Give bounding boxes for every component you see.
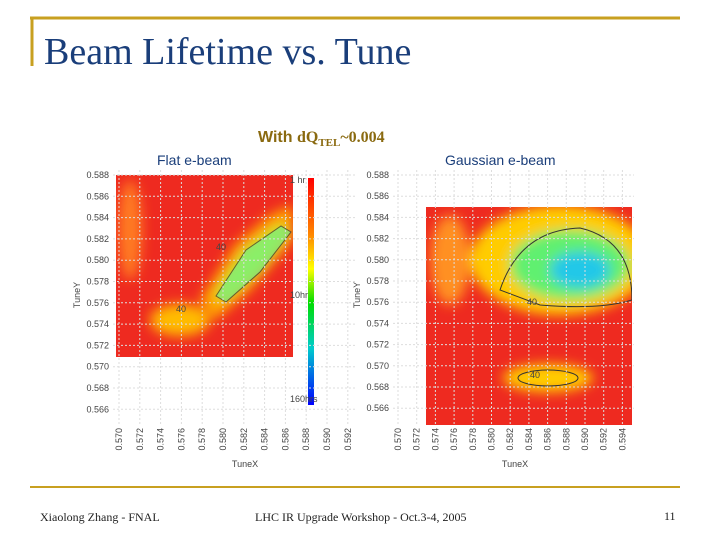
x-tick-label: 0.590 bbox=[580, 428, 590, 451]
y-tick-label: 0.568 bbox=[86, 383, 109, 393]
x-tick-label: 0.590 bbox=[322, 428, 332, 451]
y-tick-label: 0.586 bbox=[86, 191, 109, 201]
x-tick-label: 0.576 bbox=[449, 428, 459, 451]
y-tick-label: 0.588 bbox=[86, 170, 109, 180]
y-tick-label: 0.582 bbox=[86, 234, 109, 244]
panel-label: Flat e-beam bbox=[157, 152, 232, 168]
x-tick-label: 0.570 bbox=[393, 428, 403, 451]
x-tick-label: 0.574 bbox=[156, 428, 166, 451]
slide-title: Beam Lifetime vs. Tune bbox=[44, 31, 411, 73]
x-tick-label: 0.586 bbox=[543, 428, 553, 451]
x-tick-label: 0.592 bbox=[599, 428, 609, 451]
colorbar bbox=[308, 178, 314, 405]
y-tick-label: 0.586 bbox=[366, 191, 389, 201]
x-tick-label: 0.588 bbox=[301, 428, 311, 451]
x-tick-label: 0.572 bbox=[135, 428, 145, 451]
x-axis-label: TuneX bbox=[232, 459, 258, 469]
footer-center: LHC IR Upgrade Workshop - Oct.3-4, 2005 bbox=[255, 510, 466, 524]
x-tick-label: 0.570 bbox=[114, 428, 124, 451]
colorbar-label: 10hr bbox=[290, 290, 308, 300]
contour-label: 40 bbox=[216, 242, 226, 252]
y-tick-label: 0.570 bbox=[86, 362, 109, 372]
y-tick-label: 0.584 bbox=[366, 212, 389, 222]
x-tick-label: 0.580 bbox=[487, 428, 497, 451]
x-tick-label: 0.582 bbox=[505, 428, 515, 451]
x-tick-label: 0.588 bbox=[561, 428, 571, 451]
x-tick-label: 0.572 bbox=[412, 428, 422, 451]
x-axis-label: TuneX bbox=[502, 459, 528, 469]
flat-heatmap bbox=[116, 175, 293, 357]
y-tick-label: 0.582 bbox=[366, 234, 389, 244]
y-axis-label: TuneY bbox=[72, 282, 82, 308]
x-tick-label: 0.582 bbox=[239, 428, 249, 451]
colorbar-label: 1 hr bbox=[290, 175, 306, 185]
y-tick-label: 0.566 bbox=[366, 403, 389, 413]
y-axis-label: TuneY bbox=[352, 282, 362, 308]
y-tick-label: 0.574 bbox=[86, 319, 109, 329]
y-tick-label: 0.578 bbox=[86, 277, 109, 287]
x-tick-label: 0.578 bbox=[197, 428, 207, 451]
x-tick-label: 0.580 bbox=[218, 428, 228, 451]
x-tick-label: 0.578 bbox=[468, 428, 478, 451]
x-tick-label: 0.576 bbox=[176, 428, 186, 451]
y-tick-label: 0.588 bbox=[366, 170, 389, 180]
x-tick-label: 0.574 bbox=[430, 428, 440, 451]
x-tick-label: 0.584 bbox=[260, 428, 270, 451]
x-tick-label: 0.586 bbox=[280, 428, 290, 451]
axes: 0.588 0.586 0.584 0.582 0.580 0.578 0.576 0.574… bbox=[72, 170, 634, 469]
y-tick-label: 0.570 bbox=[366, 361, 389, 371]
y-tick-label: 0.574 bbox=[366, 318, 389, 328]
x-tick-label: 0.594 bbox=[617, 428, 627, 451]
y-tick-label: 0.580 bbox=[86, 255, 109, 265]
contour-label: 40 bbox=[530, 370, 540, 380]
x-tick-label: 0.592 bbox=[343, 428, 353, 451]
y-tick-label: 0.566 bbox=[86, 404, 109, 414]
gaussian-heatmap bbox=[426, 207, 632, 425]
y-tick-label: 0.576 bbox=[366, 297, 389, 307]
y-tick-label: 0.572 bbox=[86, 340, 109, 350]
y-tick-label: 0.572 bbox=[366, 340, 389, 350]
contour-label: 40 bbox=[176, 304, 186, 314]
footer-left: Xiaolong Zhang - FNAL bbox=[40, 510, 160, 524]
x-tick-label: 0.584 bbox=[524, 428, 534, 451]
subtitle: With dQTEL~0.004 bbox=[258, 129, 385, 149]
y-tick-label: 0.576 bbox=[86, 298, 109, 308]
y-tick-label: 0.580 bbox=[366, 255, 389, 265]
contour-label: 40 bbox=[527, 297, 537, 307]
panel-label: Gaussian e-beam bbox=[445, 152, 556, 168]
y-tick-label: 0.584 bbox=[86, 213, 109, 223]
colorbar-label: 160hrs bbox=[290, 394, 318, 404]
page-number: 11 bbox=[664, 509, 676, 523]
y-tick-label: 0.568 bbox=[366, 382, 389, 392]
y-tick-label: 0.578 bbox=[366, 276, 389, 286]
